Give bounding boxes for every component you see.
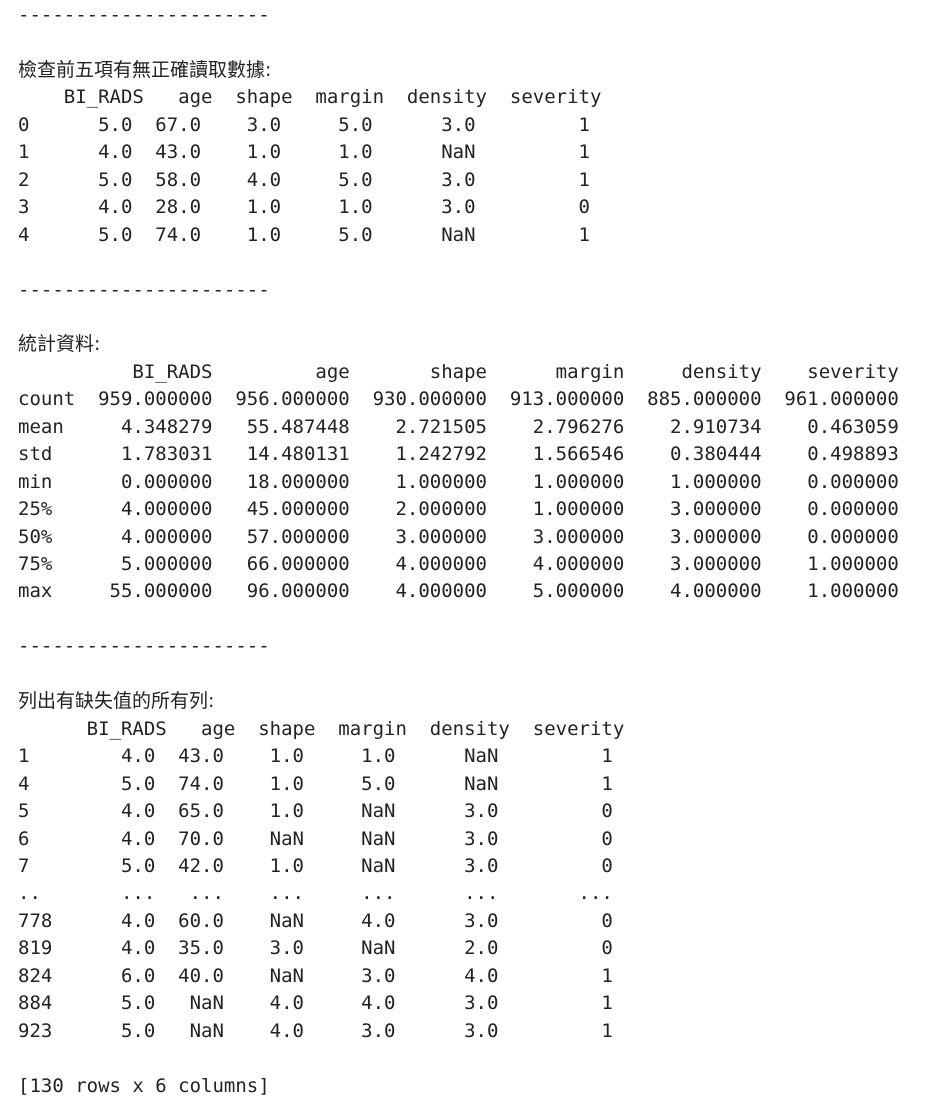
output-line: std 1.783031 14.480131 1.242792 1.566546… bbox=[18, 443, 899, 466]
output-line: 1 4.0 43.0 1.0 1.0 NaN 1 bbox=[18, 141, 590, 164]
output-line: 2 5.0 58.0 4.0 5.0 3.0 1 bbox=[18, 168, 590, 191]
output-line: min 0.000000 18.000000 1.000000 1.000000… bbox=[18, 470, 899, 493]
output-line: ---------------------- bbox=[18, 4, 270, 26]
output-line: 824 6.0 40.0 NaN 3.0 4.0 1 bbox=[18, 964, 613, 987]
output-line: max 55.000000 96.000000 4.000000 5.00000… bbox=[18, 580, 899, 603]
output-line: 0 5.0 67.0 3.0 5.0 3.0 1 bbox=[18, 113, 590, 136]
output-line: 50% 4.000000 57.000000 3.000000 3.000000… bbox=[18, 525, 899, 548]
output-line: 4 5.0 74.0 1.0 5.0 NaN 1 bbox=[18, 772, 613, 795]
output-line: count 959.000000 956.000000 930.000000 9… bbox=[18, 388, 899, 411]
output-line: 檢查前五項有無正確讀取數據: bbox=[18, 58, 272, 81]
output-line: 3 4.0 28.0 1.0 1.0 3.0 0 bbox=[18, 196, 590, 219]
output-line: ---------------------- bbox=[18, 278, 270, 301]
output-line: 884 5.0 NaN 4.0 4.0 3.0 1 bbox=[18, 992, 613, 1015]
output-line: 列出有缺失值的所有列: bbox=[18, 690, 215, 713]
output-line: 923 5.0 NaN 4.0 3.0 3.0 1 bbox=[18, 1019, 613, 1042]
output-line: 25% 4.000000 45.000000 2.000000 1.000000… bbox=[18, 498, 899, 521]
output-line: mean 4.348279 55.487448 2.721505 2.79627… bbox=[18, 415, 899, 438]
output-line: 75% 5.000000 66.000000 4.000000 4.000000… bbox=[18, 553, 899, 575]
output-line: 7 5.0 42.0 1.0 NaN 3.0 0 bbox=[18, 854, 613, 877]
output-line: BI_RADS age shape margin density severit… bbox=[18, 717, 625, 740]
output-line: 1 4.0 43.0 1.0 1.0 NaN 1 bbox=[18, 745, 613, 768]
output-line: 778 4.0 60.0 NaN 4.0 3.0 0 bbox=[18, 909, 613, 932]
output-line: BI_RADS age shape margin density severit… bbox=[18, 86, 602, 109]
output-line: 6 4.0 70.0 NaN NaN 3.0 0 bbox=[18, 827, 613, 850]
output-line: 5 4.0 65.0 1.0 NaN 3.0 0 bbox=[18, 800, 613, 823]
output-line: 統計資料: bbox=[18, 333, 101, 356]
output-line: BI_RADS age shape margin density severit… bbox=[18, 360, 899, 383]
output-line: ---------------------- bbox=[18, 635, 270, 658]
output-line: 819 4.0 35.0 3.0 NaN 2.0 0 bbox=[18, 937, 613, 960]
output-line: [130 rows x 6 columns] bbox=[18, 1074, 270, 1097]
output-line: .. ... ... ... ... ... ... bbox=[18, 882, 613, 905]
output-line: 4 5.0 74.0 1.0 5.0 NaN 1 bbox=[18, 223, 590, 246]
